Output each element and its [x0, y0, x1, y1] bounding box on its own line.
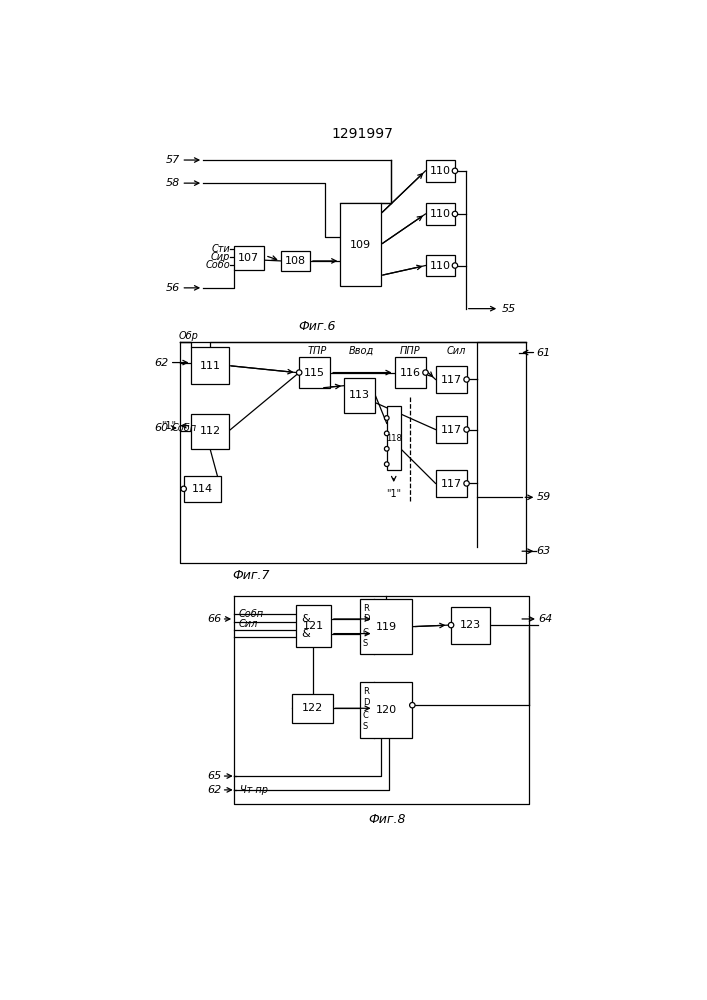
Circle shape [452, 263, 457, 268]
Text: 60: 60 [154, 423, 168, 433]
Text: 117: 117 [440, 425, 462, 435]
Bar [395, 357, 426, 388]
Text: 1291997: 1291997 [332, 127, 394, 141]
Text: Собо: Собо [206, 260, 230, 270]
Text: Собп: Собп [172, 423, 197, 433]
Text: D: D [363, 614, 369, 623]
Text: 65: 65 [207, 771, 222, 781]
Circle shape [452, 211, 457, 217]
Text: 110: 110 [430, 261, 451, 271]
Circle shape [409, 703, 415, 708]
Text: 57: 57 [165, 155, 180, 165]
Bar [436, 366, 467, 393]
Circle shape [385, 431, 389, 436]
Text: 121: 121 [303, 621, 324, 631]
Text: S: S [363, 722, 368, 731]
Bar [192, 347, 228, 384]
Bar [344, 378, 375, 413]
Text: 114: 114 [192, 484, 213, 494]
Bar [192, 414, 228, 449]
Text: C: C [363, 711, 368, 720]
Bar [360, 599, 412, 654]
Text: ТПР: ТПР [308, 346, 327, 356]
Text: R: R [363, 687, 368, 696]
Circle shape [464, 481, 469, 486]
Text: "1": "1" [386, 489, 402, 499]
Text: 108: 108 [285, 256, 306, 266]
Text: 122: 122 [302, 703, 323, 713]
Text: Фиг.7: Фиг.7 [233, 569, 270, 582]
Text: Собп: Собп [239, 609, 264, 619]
Bar [426, 203, 455, 225]
Text: 110: 110 [430, 209, 451, 219]
Circle shape [448, 622, 454, 628]
Bar [436, 416, 467, 443]
Text: 64: 64 [538, 614, 552, 624]
Text: Сти: Сти [211, 244, 230, 254]
Circle shape [464, 427, 469, 432]
Text: 56: 56 [165, 283, 180, 293]
Text: 66: 66 [207, 614, 222, 624]
Bar [234, 246, 264, 270]
Text: Ввод: Ввод [349, 346, 374, 356]
Text: 111: 111 [199, 361, 221, 371]
Bar [451, 607, 490, 644]
Bar [387, 406, 401, 470]
Circle shape [385, 462, 389, 466]
Text: 63: 63 [537, 546, 551, 556]
Text: 115: 115 [304, 368, 325, 378]
Bar [296, 605, 331, 647]
Text: 59: 59 [537, 492, 551, 502]
Text: Сил: Сил [447, 346, 466, 356]
Circle shape [181, 486, 187, 492]
Text: 113: 113 [349, 390, 370, 400]
Text: 58: 58 [165, 178, 180, 188]
Text: R: R [363, 604, 368, 613]
Bar [426, 160, 455, 182]
Bar [292, 694, 332, 723]
Text: 119: 119 [375, 622, 397, 632]
Text: D: D [363, 698, 369, 707]
Text: 62: 62 [207, 785, 222, 795]
Circle shape [385, 446, 389, 451]
Text: 107: 107 [238, 253, 259, 263]
Text: 118: 118 [386, 434, 402, 443]
Circle shape [452, 168, 457, 174]
Text: Обр: Обр [178, 331, 198, 341]
Text: C: C [363, 628, 368, 637]
Bar [184, 476, 221, 502]
Text: 55: 55 [501, 304, 515, 314]
Text: S: S [363, 639, 368, 648]
Text: Чт пр: Чт пр [240, 785, 267, 795]
Text: 110: 110 [430, 166, 451, 176]
Text: 123: 123 [460, 620, 481, 630]
Bar [281, 251, 310, 271]
Circle shape [423, 370, 428, 375]
Text: 109: 109 [350, 240, 371, 250]
Text: Сил: Сил [239, 619, 258, 629]
Bar [436, 470, 467, 497]
Text: Фиг.8: Фиг.8 [368, 813, 406, 826]
Text: Фиг.6: Фиг.6 [298, 320, 336, 333]
Text: 116: 116 [399, 368, 421, 378]
Text: &: & [301, 614, 310, 624]
Text: ППР: ППР [399, 346, 421, 356]
Circle shape [296, 370, 302, 375]
Bar [426, 255, 455, 276]
Bar [360, 682, 412, 738]
Text: Сир: Сир [211, 252, 230, 262]
Text: 61: 61 [537, 348, 551, 358]
Text: 117: 117 [440, 375, 462, 385]
Text: "1": "1" [160, 421, 176, 431]
Text: 117: 117 [440, 479, 462, 489]
Bar [340, 203, 380, 286]
Circle shape [385, 416, 389, 420]
Text: 112: 112 [199, 426, 221, 436]
Text: 62: 62 [154, 358, 168, 368]
Text: &: & [301, 629, 310, 639]
Bar [299, 357, 330, 388]
Circle shape [464, 377, 469, 382]
Text: 120: 120 [375, 705, 397, 715]
